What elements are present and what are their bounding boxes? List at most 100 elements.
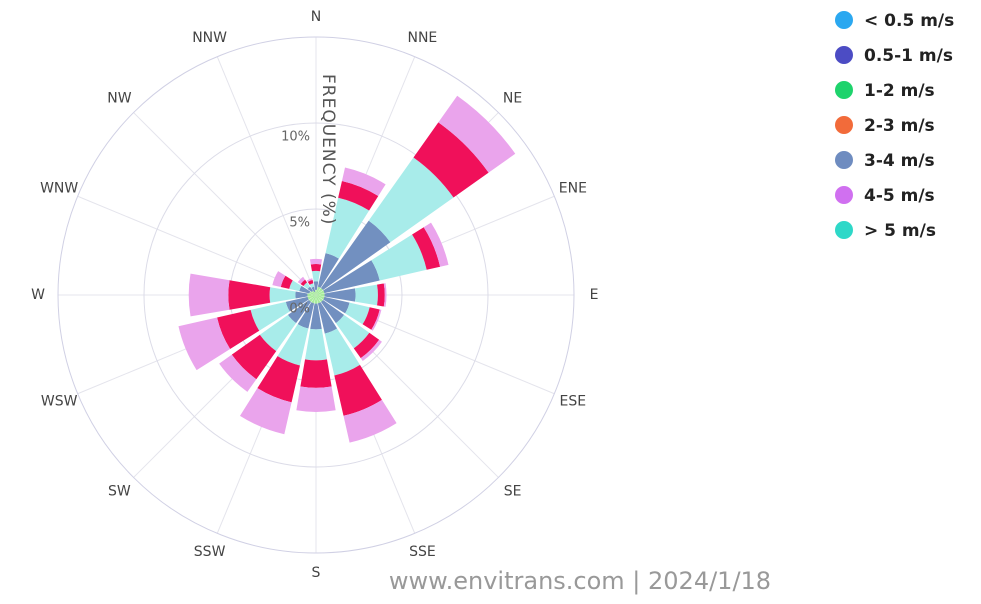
bar-segment [311,290,316,295]
direction-label: SSW [194,544,226,560]
bar-segment [259,314,297,352]
spoke [216,56,317,296]
bar-segment [343,399,397,443]
bar-segment [280,275,293,289]
bar-segment [316,295,324,303]
bar-segment [305,328,327,361]
legend-label: < 0.5 m/s [864,11,954,31]
bar-segment [324,328,360,376]
bar-segment [320,299,345,324]
direction-label: E [590,287,599,303]
bar-segment [307,295,316,300]
bar-segment [316,287,324,295]
bar-segment [300,279,308,287]
bar-segment [310,303,322,330]
bar-segment [316,295,321,304]
bar-segment [228,280,271,310]
direction-label: ESE [560,393,587,409]
bar-segment [239,388,292,435]
bar-segment [311,270,321,282]
bar-segment [309,283,315,288]
bar-segment [257,356,300,403]
bar-segment [315,289,317,295]
legend-label: 2-3 m/s [864,116,935,136]
bar-segment [309,258,323,265]
bar-segment [300,359,332,388]
legend-swatch [835,151,853,169]
direction-label: WSW [41,393,78,409]
bar-segment [338,180,379,211]
bar-segment [287,299,312,324]
legend-swatch [835,116,853,134]
legend-swatch [835,221,853,239]
direction-label: NW [107,90,131,106]
bar-segment [423,222,449,267]
bar-segment [299,285,311,294]
bar-segment [295,291,308,299]
bar-segment [438,95,516,173]
bar-segment [354,284,378,306]
bar-segment [311,286,316,293]
bar-segment [303,282,311,290]
bar-segment [334,364,382,416]
bar-segment [317,253,339,288]
outer-ring [57,36,575,554]
bar-segment [412,227,441,270]
bar-segment [316,290,325,295]
legend-swatch [835,81,853,99]
grid-ring [143,122,489,468]
bar-segment [368,157,454,243]
bar-segment [296,386,336,412]
direction-label: SW [108,484,131,500]
bar-segment [335,314,370,349]
bar-segment [269,287,296,303]
direction-label: ENE [559,181,587,197]
direction-label: W [31,287,45,303]
bar-segment [345,302,370,325]
bar-segment [307,286,314,293]
bar-segment [316,286,321,295]
bar-segment [413,122,489,198]
bar-segment [314,291,316,295]
direction-label: SE [504,484,522,500]
bar-segment [188,273,230,317]
bar-segment [316,293,325,297]
bar-segment [178,317,231,371]
legend-label: 0.5-1 m/s [864,46,953,66]
bar-segment [308,295,316,303]
direction-label: NNW [192,30,227,46]
bar-segment [272,271,286,287]
bar-segment [362,307,380,330]
direction-label: NNE [407,30,437,46]
bars [178,95,516,443]
axis-title: FREQUENCY (%) [318,74,338,225]
bar-segment [314,295,318,304]
bar-segment [360,339,382,361]
bar-segment [277,324,309,366]
bar-segment [306,278,313,282]
bar-segment [311,295,316,304]
bar-segment [325,197,370,259]
direction-label: WNW [40,181,78,197]
bar-segment [323,260,380,294]
bar-segment [383,283,387,307]
bar-segment [377,283,385,307]
legend-label: 3-4 m/s [864,151,935,171]
y-tick-label: 0% [289,302,310,317]
legend-swatch [835,11,853,29]
legend-swatch [835,186,853,204]
footer: www.envitrans.com | 2024/1/18 [389,567,771,595]
bar-segment [371,234,427,281]
bar-segment [289,280,302,292]
bar-segment [231,334,277,380]
direction-label: N [311,9,321,25]
bar-segment [307,279,314,285]
bar-segment [324,288,356,302]
y-tick-label: 10% [281,130,310,145]
bar-segment [297,302,315,329]
y-tick-label: 5% [289,216,310,231]
bar-segment [297,276,306,285]
bar-segment [341,167,386,197]
bar-segment [323,296,350,314]
